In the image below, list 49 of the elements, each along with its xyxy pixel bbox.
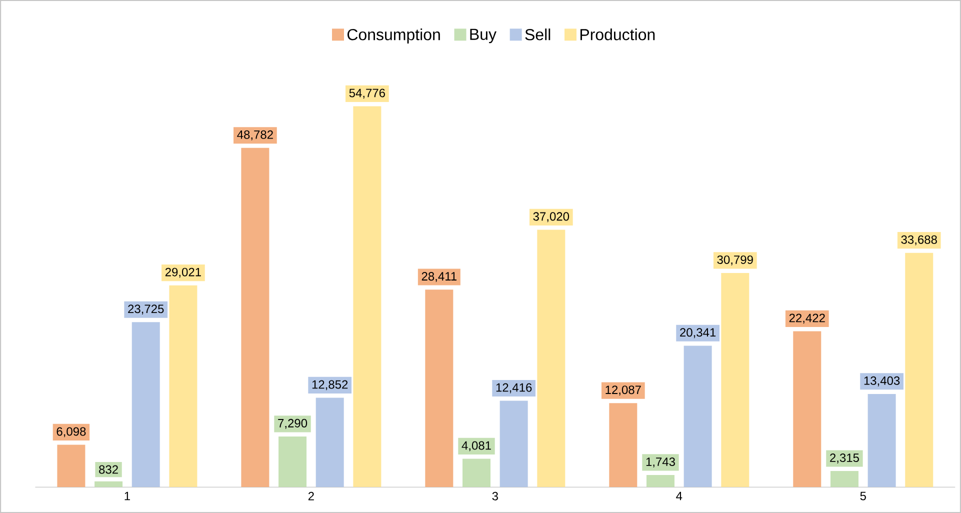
data-label: 48,782 (237, 130, 273, 140)
data-label: 6,098 (56, 427, 86, 438)
data-label: 12,087 (606, 386, 641, 396)
bar (425, 290, 454, 488)
x-tick-label: 2 (308, 492, 314, 500)
data-label: 28,411 (422, 272, 456, 282)
data-label: 1,743 (646, 458, 675, 468)
data-label: 832 (99, 465, 118, 474)
legend-label: Buy (470, 28, 496, 44)
data-label: 7,290 (278, 418, 308, 429)
bar (462, 458, 490, 488)
data-label: 22,422 (789, 314, 825, 324)
bar (94, 481, 123, 488)
bar (241, 148, 270, 488)
data-label: 13,403 (864, 376, 900, 386)
data-label: 4,081 (462, 441, 491, 452)
bar (721, 272, 750, 488)
bar (132, 322, 160, 488)
bar (169, 285, 198, 488)
data-label: 33,688 (901, 235, 937, 246)
data-label: 30,799 (717, 255, 753, 266)
data-label: 12,852 (312, 380, 348, 390)
bar (646, 475, 674, 488)
bar (684, 346, 712, 488)
bar (537, 230, 566, 488)
legend-label: Sell (525, 28, 550, 40)
data-label: 54,776 (349, 88, 385, 99)
bar (353, 106, 382, 488)
data-label: 2,315 (830, 454, 859, 464)
x-tick-label: 4 (676, 492, 682, 500)
x-tick-label: 1 (124, 492, 130, 500)
legend-label: Consumption (347, 28, 440, 44)
bar (609, 403, 638, 488)
bar (905, 252, 934, 488)
data-label: 37,020 (533, 212, 570, 222)
x-tick-label: 5 (860, 492, 866, 500)
data-label: 29,021 (165, 268, 201, 278)
legend-label: Production (580, 28, 655, 40)
bar (830, 471, 858, 488)
data-label: 20,341 (680, 328, 716, 338)
bar (278, 436, 307, 488)
bar (500, 400, 528, 488)
x-tick-label: 3 (492, 492, 498, 500)
bar (793, 331, 822, 488)
data-label: 23,725 (128, 304, 164, 315)
data-label: 12,416 (496, 383, 532, 394)
bar (57, 444, 86, 488)
bar (868, 394, 896, 488)
bar (316, 398, 344, 488)
